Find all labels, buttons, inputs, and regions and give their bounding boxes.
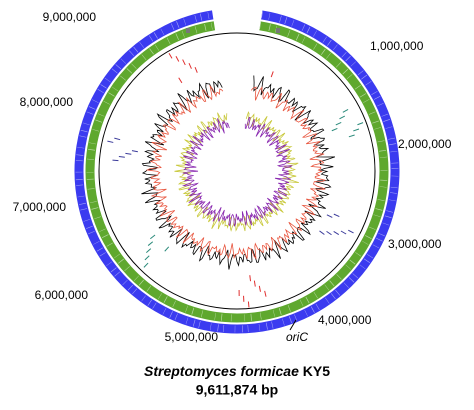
feature-tick xyxy=(164,246,170,252)
figure-title: Streptomyces formicae KY5 xyxy=(144,363,330,379)
feature-tick xyxy=(182,59,186,66)
feature-tick xyxy=(249,275,252,282)
feature-tick xyxy=(335,121,342,126)
position-label: 9,000,000 xyxy=(43,10,97,24)
plot xyxy=(145,84,326,260)
feature-tick xyxy=(188,62,192,69)
feature-tick xyxy=(107,140,114,143)
feature-tick xyxy=(258,285,261,292)
plot xyxy=(182,116,293,227)
feature-tick xyxy=(339,115,346,120)
position-label: 2,000,000 xyxy=(398,137,452,151)
genome-size: 9,611,874 bp xyxy=(196,382,279,398)
position-label: 8,000,000 xyxy=(20,95,74,109)
strain: KY5 xyxy=(303,363,330,379)
feature-ring xyxy=(85,19,389,323)
feature-tick xyxy=(194,66,198,73)
feature-tick xyxy=(114,137,121,141)
position-label: 5,000,000 xyxy=(165,330,219,344)
species: Streptomyces formicae xyxy=(144,363,299,379)
feature-tick xyxy=(118,156,125,158)
feature-tick xyxy=(348,229,354,234)
feature-ring xyxy=(74,8,400,334)
feature-tick xyxy=(144,255,150,261)
feature-tick xyxy=(326,230,332,236)
position-label: 6,000,000 xyxy=(35,288,89,302)
feature-tick xyxy=(253,280,256,287)
marker xyxy=(186,28,190,33)
feature-tick xyxy=(175,55,180,62)
feature-tick xyxy=(353,128,360,132)
feature-tick xyxy=(319,230,325,235)
plot xyxy=(141,75,336,270)
feature-tick xyxy=(331,127,338,132)
feature-stripes xyxy=(75,9,399,333)
feature-tick xyxy=(326,214,333,218)
feature-tick xyxy=(178,77,183,84)
feature-tick xyxy=(147,241,154,246)
position-label: 1,000,000 xyxy=(370,39,424,53)
feature-tick xyxy=(247,301,250,308)
feature-tick xyxy=(270,71,274,78)
feature-tick xyxy=(342,108,349,113)
feature-tick xyxy=(333,213,340,218)
feature-tick xyxy=(348,134,355,138)
feature-tick xyxy=(168,52,173,59)
feature-tick xyxy=(264,290,267,297)
feature-tick xyxy=(150,234,156,240)
feature-tick xyxy=(340,230,347,235)
origin-label: oriC xyxy=(286,330,308,344)
origin-pointer xyxy=(289,319,297,331)
scale-circle xyxy=(98,32,376,310)
feature-tick xyxy=(131,150,138,153)
position-label: 7,000,000 xyxy=(13,200,67,214)
marker xyxy=(276,28,280,33)
feature-tick xyxy=(125,152,132,155)
feature-tick xyxy=(333,230,340,236)
feature-stripes xyxy=(86,20,388,322)
position-label: 3,000,000 xyxy=(388,237,442,251)
rings xyxy=(74,8,400,334)
feature-tick xyxy=(143,262,149,268)
feature-tick xyxy=(357,122,364,126)
feature-tick xyxy=(146,248,152,254)
feature-tick xyxy=(112,159,119,162)
position-label: 4,000,000 xyxy=(318,313,372,327)
